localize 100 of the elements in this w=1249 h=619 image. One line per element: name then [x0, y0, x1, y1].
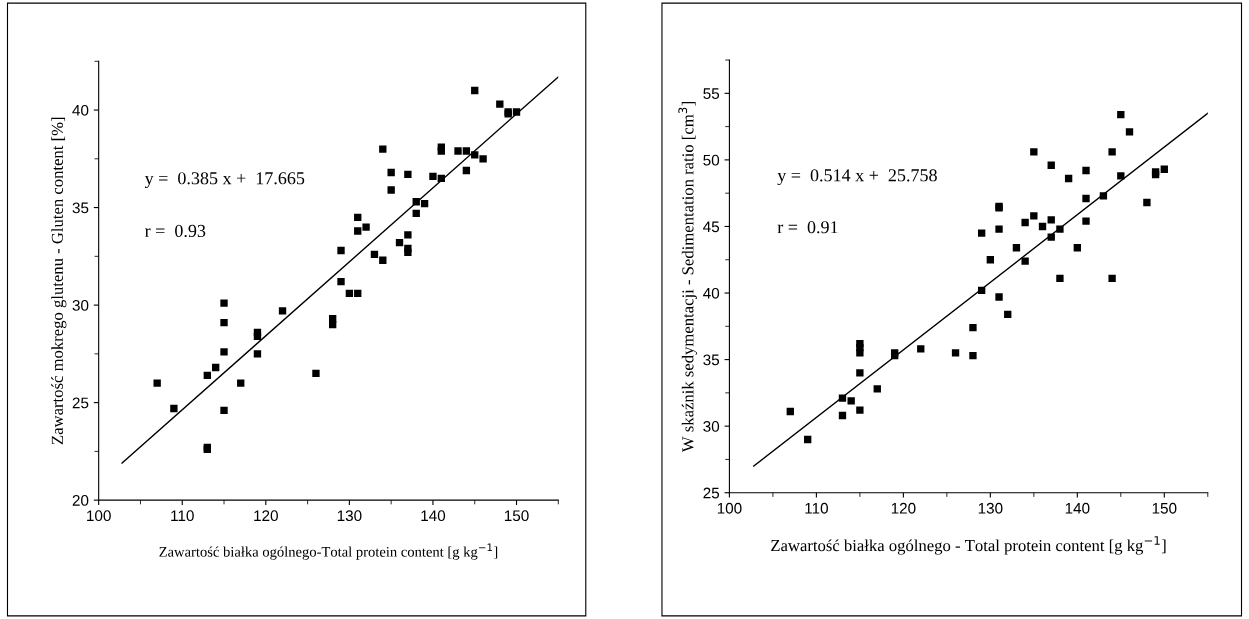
x-tick-label: 140: [421, 510, 446, 522]
point: [847, 397, 855, 405]
x-tick-label: 130: [337, 510, 362, 522]
point: [804, 435, 812, 444]
point: [1047, 216, 1055, 224]
point: [1117, 110, 1125, 119]
point: [838, 411, 847, 420]
point: [1160, 165, 1168, 173]
point: [153, 379, 161, 387]
point: [404, 231, 412, 239]
point: [1108, 148, 1116, 156]
point: [1143, 198, 1151, 207]
point: [838, 394, 847, 402]
point: [1056, 225, 1064, 233]
y-tick-label: 25: [72, 397, 89, 409]
point: [412, 198, 420, 206]
y-axis-title: W skaźnik sedymentacji - Sedimentation ratio [cm$^{3}$]: [678, 101, 697, 453]
x-tick-label: 100: [717, 502, 742, 514]
point: [969, 323, 977, 332]
point: [211, 363, 220, 372]
point: [253, 350, 262, 358]
x-tick-label: 110: [171, 510, 194, 522]
point: [253, 332, 262, 340]
point: [1038, 222, 1047, 231]
point: [1021, 218, 1029, 227]
point: [951, 349, 960, 357]
point: [278, 307, 287, 315]
point: [395, 239, 404, 247]
point: [379, 256, 387, 264]
point: [220, 348, 228, 356]
point: [1125, 128, 1134, 136]
annotation: r = 0.91: [777, 221, 838, 234]
point: [337, 246, 345, 255]
point: [471, 86, 479, 95]
point: [1004, 310, 1012, 318]
point: [429, 172, 437, 181]
point: [362, 223, 370, 231]
point: [917, 345, 925, 353]
point: [1030, 148, 1038, 156]
point: [1047, 233, 1055, 241]
point: [969, 351, 977, 360]
point: [479, 155, 487, 163]
point: [1082, 194, 1090, 203]
point: [462, 147, 471, 155]
x-tick-label: 130: [978, 502, 1003, 514]
point: [977, 286, 986, 295]
y-tick-label: 30: [72, 299, 89, 311]
x-tick-label: 100: [87, 510, 111, 522]
y-tick-label: 40: [703, 287, 720, 299]
point: [1082, 166, 1090, 175]
point: [1021, 257, 1029, 265]
point: [345, 289, 354, 298]
annotation: y = 0.385 x + 17.665: [144, 172, 305, 189]
point: [203, 371, 211, 379]
y-tick-label: 50: [703, 154, 720, 166]
y-tick-label: 35: [703, 354, 720, 366]
point: [1064, 174, 1073, 183]
x-tick-label: 140: [1065, 502, 1090, 514]
x-axis-title: Zawartość białka ogólnego-Total protein content [g kg$^{−1}$]: [159, 543, 498, 560]
point: [387, 168, 395, 177]
point: [1012, 244, 1021, 252]
x-tick-label: 120: [254, 510, 278, 522]
y-tick-label: 45: [703, 221, 720, 233]
point: [404, 170, 412, 179]
x-tick-label: 120: [891, 502, 916, 514]
point: [977, 229, 986, 237]
point: [1082, 217, 1090, 225]
point: [437, 147, 445, 155]
annotation: y = 0.514 x + 25.758: [777, 169, 937, 186]
point: [220, 406, 228, 415]
point: [220, 318, 228, 327]
point: [170, 404, 178, 413]
point: [1056, 274, 1064, 283]
point: [412, 209, 420, 218]
x-tick-label: 150: [504, 510, 529, 522]
point: [462, 166, 471, 175]
y-tick-label: 25: [703, 487, 720, 499]
x-tick-label: 110: [805, 502, 828, 514]
point: [354, 227, 362, 235]
point: [220, 299, 228, 307]
x-tick-label: 150: [1152, 502, 1177, 514]
y-tick-label: 20: [72, 495, 89, 506]
point: [454, 147, 462, 155]
point: [404, 248, 412, 257]
x-axis-title: Zawartość białka ogólnego - Total protein content [g kg$^{−1}$]: [771, 536, 1166, 555]
point: [856, 406, 864, 414]
point: [328, 320, 337, 329]
point: [312, 369, 320, 378]
point: [512, 108, 521, 116]
point: [420, 200, 429, 208]
y-tick-label: 35: [72, 202, 89, 214]
point: [387, 186, 395, 194]
point: [1108, 274, 1116, 283]
point: [379, 145, 387, 153]
point: [1099, 192, 1108, 200]
point: [354, 289, 362, 298]
point: [995, 225, 1003, 233]
y-tick-label: 40: [72, 104, 89, 116]
y-tick-label: 30: [703, 421, 720, 432]
point: [856, 349, 864, 357]
